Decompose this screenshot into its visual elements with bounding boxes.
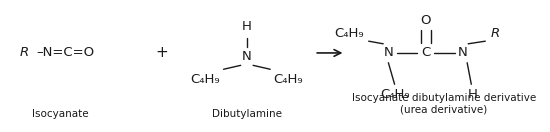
Text: N: N [242,50,252,63]
Text: C₄H₉: C₄H₉ [380,88,409,101]
Text: R: R [491,27,501,40]
Text: O: O [420,14,431,27]
Text: +: + [155,45,168,60]
Text: Isocyanate: Isocyanate [32,109,89,119]
Text: C₄H₉: C₄H₉ [273,73,303,86]
Text: N: N [458,46,468,59]
Text: N: N [383,46,393,59]
Text: H: H [242,20,252,33]
Text: C₄H₉: C₄H₉ [191,73,220,86]
Text: H: H [468,88,477,101]
Text: Dibutylamine: Dibutylamine [212,109,282,119]
Text: C₄H₉: C₄H₉ [334,27,364,40]
Text: Isocyanate dibutylamine derivative
(urea derivative): Isocyanate dibutylamine derivative (urea… [351,93,536,114]
Text: –N=C=O: –N=C=O [36,46,94,59]
Text: R: R [19,46,29,59]
Text: C: C [421,46,430,59]
